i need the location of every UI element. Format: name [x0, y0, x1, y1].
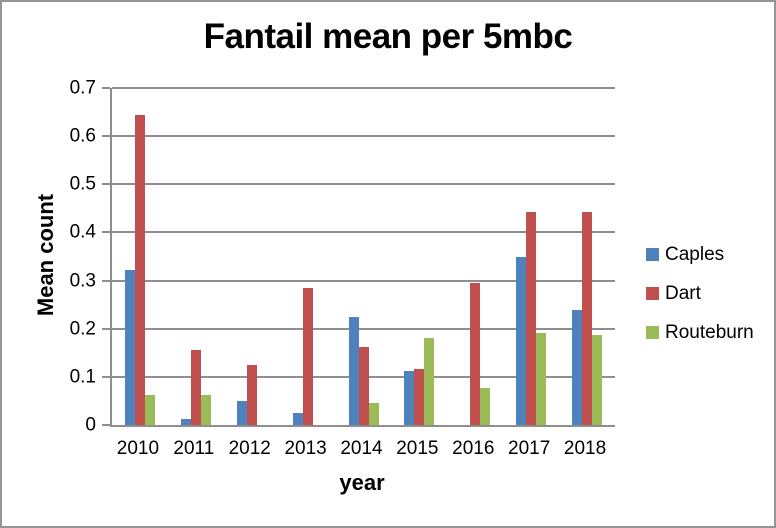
y-tick-label-0.6: 0.6 — [69, 125, 96, 147]
y-tick-label-0: 0 — [85, 414, 96, 436]
chart-title: Fantail mean per 5mbc — [203, 17, 573, 56]
bar-2014-caples — [348, 316, 359, 425]
x-tick-label-2016: 2016 — [452, 438, 495, 459]
y-axis-tick — [102, 231, 110, 234]
legend-item-caples: Caples — [646, 243, 754, 266]
x-tick-label-2010: 2010 — [116, 438, 160, 459]
bar-group-2012 — [236, 88, 267, 425]
y-axis-tick — [102, 135, 110, 138]
legend-swatch-dart — [646, 287, 659, 300]
y-tick-label-0.7: 0.7 — [69, 77, 96, 99]
x-tick-label-2015: 2015 — [396, 438, 439, 459]
bar-2011-caples — [180, 418, 191, 425]
bar-2016-dart — [470, 282, 481, 425]
legend-label-dart: Dart — [665, 283, 701, 304]
y-tick-label-0.3: 0.3 — [69, 270, 96, 292]
bar-group-2017 — [516, 88, 547, 425]
legend-item-routeburn: Routeburn — [646, 321, 754, 344]
y-tick-label-0.2: 0.2 — [69, 318, 96, 340]
bar-2011-routeburn — [200, 395, 211, 425]
gridline-0.2 — [112, 327, 615, 330]
y-axis-tick — [102, 424, 110, 426]
x-tick-label-2018: 2018 — [563, 438, 607, 459]
bar-2018-caples — [572, 309, 583, 425]
x-tick-label-2014: 2014 — [340, 438, 383, 459]
bar-2014-routeburn — [368, 403, 379, 425]
bar-2014-dart — [358, 346, 369, 425]
gridline-0.7 — [112, 87, 615, 89]
x-tick-label-2012: 2012 — [228, 438, 271, 459]
y-axis-tick — [102, 183, 110, 186]
y-axis-tick — [102, 375, 110, 378]
bar-group-2014 — [348, 88, 379, 425]
legend-item-dart: Dart — [646, 282, 754, 305]
y-tick-label-0.1: 0.1 — [69, 366, 96, 388]
bar-group-2016 — [460, 88, 491, 425]
y-axis-tick — [102, 87, 110, 89]
bar-2012-dart — [246, 364, 257, 425]
y-tick-label-0.4: 0.4 — [69, 221, 96, 243]
bar-2010-caples — [124, 269, 135, 425]
bar-group-2018 — [572, 88, 603, 425]
gridline-0.6 — [112, 135, 615, 138]
bar-2015-dart — [414, 369, 425, 425]
y-axis-tick-labels: 0 0.1 0.2 0.3 0.4 0.5 0.6 0.7 — [2, 79, 102, 435]
x-tick-label-2011: 2011 — [173, 438, 215, 459]
bar-2013-caples — [292, 413, 303, 425]
plot-area — [102, 87, 615, 427]
bar-2010-dart — [134, 115, 145, 425]
x-tick-label-2017: 2017 — [508, 438, 551, 459]
legend-label-routeburn: Routeburn — [665, 322, 754, 343]
bar-2012-caples — [236, 400, 247, 425]
gridline-0.5 — [112, 183, 615, 186]
bar-2018-dart — [582, 211, 593, 425]
y-axis-tick — [102, 279, 110, 282]
y-axis-tick — [102, 327, 110, 330]
x-axis-title: year — [339, 470, 385, 495]
bar-group-2013 — [292, 88, 323, 425]
legend-label-caples: Caples — [665, 244, 725, 265]
bar-2017-caples — [516, 256, 527, 425]
bar-2016-routeburn — [480, 388, 491, 425]
bar-2013-dart — [302, 288, 313, 425]
bar-2015-caples — [404, 370, 415, 425]
y-tick-label-0.5: 0.5 — [69, 173, 96, 195]
legend-swatch-caples — [646, 248, 659, 261]
x-axis-tick-labels: 2010 2011 2012 2013 2014 2015 2016 2017 2018 — [110, 438, 613, 462]
legend-swatch-routeburn — [646, 326, 659, 339]
gridline-0.3 — [112, 279, 615, 282]
bar-2011-dart — [190, 349, 201, 425]
bar-2017-routeburn — [536, 332, 547, 425]
bar-group-2011 — [180, 88, 211, 425]
bar-group-2015 — [404, 88, 435, 425]
x-tick-label-2013: 2013 — [284, 438, 327, 459]
bar-2017-dart — [526, 211, 537, 425]
gridline-0.4 — [112, 231, 615, 234]
bar-2010-routeburn — [144, 395, 155, 425]
bar-group-2010 — [124, 88, 155, 425]
bar-2018-routeburn — [592, 334, 603, 425]
bar-2015-routeburn — [424, 338, 435, 425]
legend: Caples Dart Routeburn — [646, 243, 754, 344]
